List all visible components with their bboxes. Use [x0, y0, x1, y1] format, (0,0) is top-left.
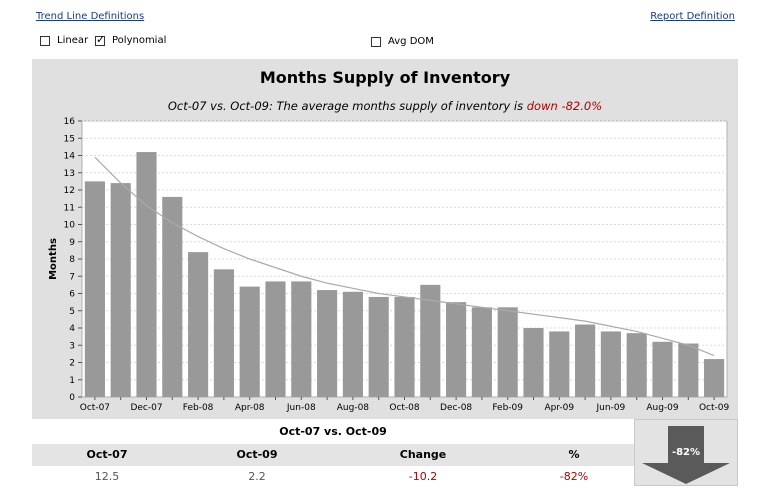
bar — [317, 290, 338, 397]
bar — [136, 152, 157, 397]
x-tick-label: Oct-08 — [389, 403, 420, 413]
bar — [188, 252, 209, 397]
x-tick-label: Apr-08 — [235, 403, 265, 413]
bar — [342, 291, 363, 397]
bar — [497, 307, 518, 397]
x-tick-label: Oct-09 — [699, 403, 730, 413]
y-tick-label: 3 — [69, 341, 75, 351]
linear-label: Linear — [57, 35, 89, 46]
value-oct07: 12.5 — [94, 470, 120, 483]
bar — [575, 324, 596, 397]
x-tick-label: Jun-09 — [596, 403, 626, 413]
comparison-header: Oct-07 vs. Oct-09 — [279, 425, 387, 438]
bar — [471, 307, 492, 397]
bar — [162, 196, 183, 397]
y-tick-label: 6 — [69, 290, 75, 300]
polynomial-label: Polynomial — [112, 35, 167, 46]
polynomial-trend-line — [94, 156, 715, 357]
bar — [110, 183, 131, 397]
bar — [446, 302, 467, 397]
y-tick-label: 12 — [64, 186, 75, 196]
y-tick-label: 9 — [69, 238, 75, 248]
comparison-table: Oct-07 vs. Oct-09 Oct-07 Oct-09 Change %… — [32, 419, 634, 486]
y-tick-label: 5 — [69, 307, 75, 317]
bar — [523, 328, 544, 397]
avg-dom-checkbox[interactable] — [371, 36, 381, 47]
subtitle-prefix: Oct-07 vs. Oct-09: The average months su… — [167, 99, 527, 113]
subtitle-change: -82.0% — [561, 99, 603, 113]
trend-line-definitions-link[interactable]: Trend Line Definitions — [36, 11, 145, 22]
col-header-change: Change — [399, 448, 447, 461]
y-tick-label: 13 — [64, 169, 75, 179]
value-oct09: 2.2 — [248, 470, 266, 483]
y-tick-label: 14 — [64, 152, 76, 162]
change-badge-value: -82% — [671, 447, 701, 458]
bar — [368, 296, 389, 397]
down-arrow-icon — [642, 426, 730, 484]
bar — [265, 281, 286, 397]
x-tick-label: Aug-09 — [646, 403, 679, 413]
y-axis-label: Months — [48, 238, 59, 280]
subtitle-direction: down — [526, 99, 558, 113]
y-tick-label: 0 — [69, 393, 75, 403]
value-change: -10.2 — [408, 470, 438, 483]
y-tick-label: 2 — [69, 359, 75, 369]
linear-checkbox[interactable] — [40, 35, 50, 46]
x-tick-label: Jun-08 — [286, 403, 316, 413]
y-tick-label: 11 — [64, 203, 75, 213]
y-tick-label: 10 — [64, 221, 76, 231]
polynomial-checkbox[interactable] — [95, 33, 105, 46]
linear-option[interactable]: Linear — [40, 35, 88, 46]
col-header-percent: % — [568, 448, 580, 461]
polynomial-option[interactable]: Polynomial — [95, 33, 167, 46]
report-definition-link[interactable]: Report Definition — [650, 11, 735, 22]
bar — [678, 343, 699, 397]
col-header-oct09: Oct-09 — [236, 448, 278, 461]
bar — [549, 331, 570, 397]
y-tick-label: 16 — [64, 117, 76, 127]
bar — [394, 296, 415, 397]
bar — [239, 286, 260, 397]
y-tick-label: 8 — [69, 255, 75, 265]
change-indicator: -82% — [634, 419, 738, 486]
chart-panel: Months Supply of Inventory Oct-07 vs. Oc… — [32, 59, 738, 419]
avg-dom-label: Avg DOM — [388, 36, 434, 47]
x-tick-label: Dec-08 — [440, 403, 472, 413]
comparison-column-headers: Oct-07 Oct-09 Change % — [32, 444, 634, 466]
avg-dom-option[interactable]: Avg DOM — [371, 36, 434, 47]
col-header-oct07: Oct-07 — [86, 448, 128, 461]
bar — [600, 331, 621, 397]
y-tick-label: 15 — [64, 134, 75, 144]
x-tick-label: Dec-07 — [130, 403, 162, 413]
bar — [213, 269, 234, 397]
bar — [652, 341, 673, 397]
bar — [84, 181, 105, 397]
y-tick-label: 4 — [69, 324, 75, 334]
chart-title: Months Supply of Inventory — [259, 68, 511, 87]
y-tick-label: 7 — [69, 272, 75, 282]
chart-subtitle: Oct-07 vs. Oct-09: The average months su… — [32, 99, 738, 113]
x-tick-label: Apr-09 — [544, 403, 574, 413]
x-tick-label: Aug-08 — [337, 403, 370, 413]
x-tick-label: Oct-07 — [80, 403, 110, 413]
comparison-values-row: 12.5 2.2 -10.2 -82% — [32, 466, 634, 488]
bar — [291, 281, 312, 397]
value-percent: -82% — [559, 470, 589, 483]
bar — [626, 333, 647, 397]
x-tick-label: Feb-09 — [492, 403, 523, 413]
bar — [420, 284, 441, 397]
x-tick-label: Feb-08 — [183, 403, 214, 413]
y-tick-label: 1 — [69, 376, 75, 386]
bar — [704, 359, 725, 397]
